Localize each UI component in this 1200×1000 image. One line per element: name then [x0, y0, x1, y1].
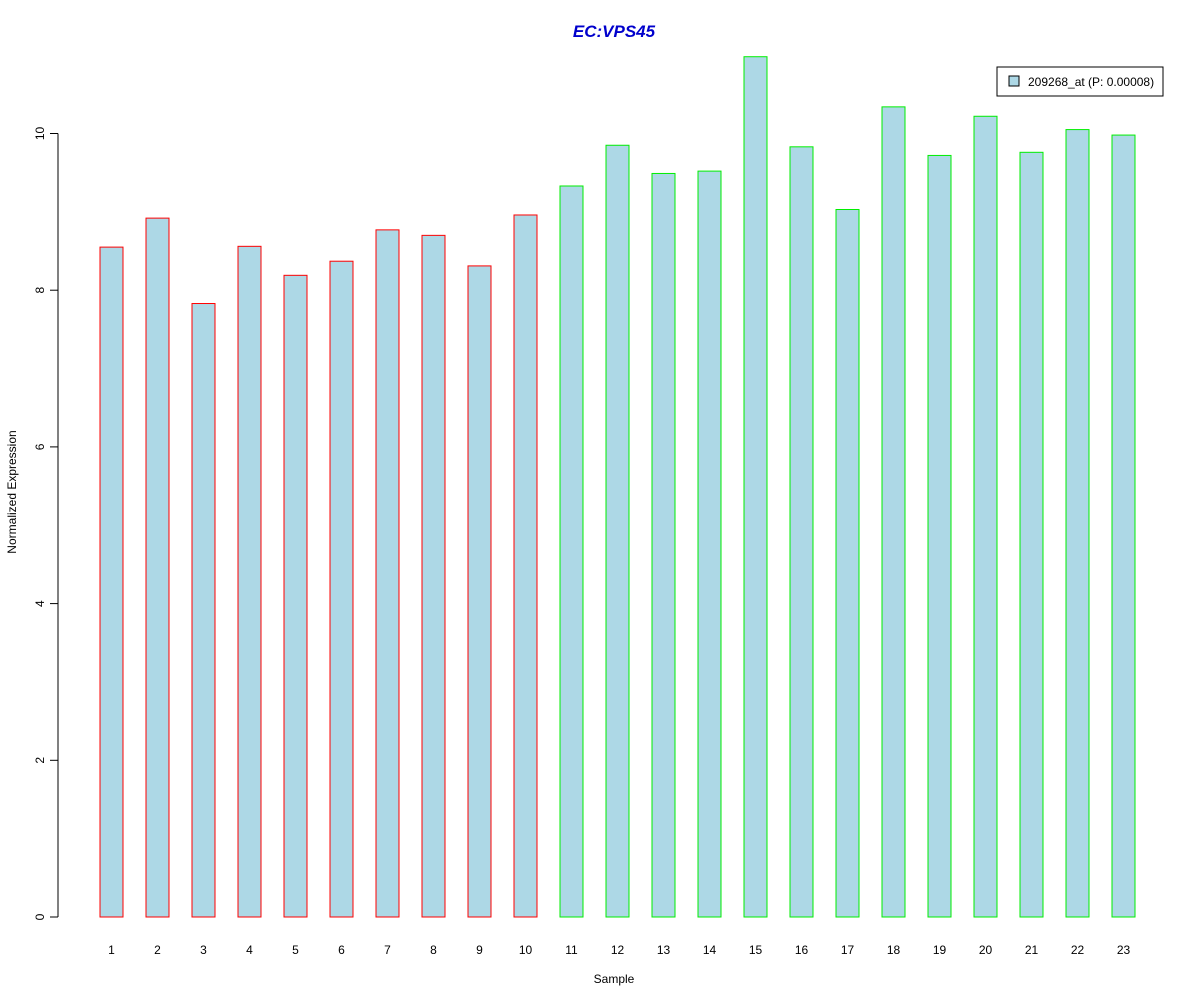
x-tick-label: 1 [108, 943, 115, 957]
bar [789, 146, 814, 918]
x-tick-label: 16 [795, 943, 809, 957]
bar [605, 144, 630, 918]
bar [99, 246, 124, 918]
legend: 209268_at (P: 0.00008) [996, 66, 1164, 97]
y-tick-label: 6 [33, 443, 47, 450]
x-tick-label: 11 [565, 943, 578, 957]
x-tick-label: 3 [200, 943, 207, 957]
y-tick-label: 2 [33, 757, 47, 764]
x-tick-label: 17 [841, 943, 855, 957]
bar [743, 56, 768, 918]
x-tick-label: 8 [430, 943, 437, 957]
bar [881, 106, 906, 918]
bar [559, 185, 584, 918]
x-tick-label: 5 [292, 943, 299, 957]
bar [191, 303, 216, 918]
bar [421, 234, 446, 918]
x-tick-label: 7 [384, 943, 391, 957]
legend-swatch [1008, 75, 1020, 87]
bar [237, 245, 262, 918]
bar [1019, 151, 1044, 918]
bar [329, 260, 354, 918]
x-tick-label: 20 [979, 943, 993, 957]
bar [1065, 129, 1090, 918]
y-tick-label: 0 [33, 913, 47, 920]
x-tick-label: 14 [703, 943, 717, 957]
x-tick-label: 23 [1117, 943, 1131, 957]
bar [697, 170, 722, 918]
x-tick-label: 19 [933, 943, 947, 957]
bars [99, 56, 1136, 918]
bar [1111, 134, 1136, 918]
bar [283, 274, 308, 918]
y-tick-label: 8 [33, 287, 47, 294]
y-axis-title: Normalized Expression [5, 430, 19, 553]
x-tick-label: 2 [154, 943, 161, 957]
bar [835, 208, 860, 918]
y-axis: 0 2 4 6 8 10 [33, 127, 59, 920]
y-tick-label: 4 [33, 600, 47, 607]
x-tick-label: 21 [1025, 943, 1039, 957]
bar [651, 172, 676, 918]
x-tick-label: 6 [338, 943, 345, 957]
bar [145, 217, 170, 918]
bar [375, 229, 400, 918]
legend-box [996, 66, 1164, 97]
x-tick-label: 9 [476, 943, 483, 957]
bar [467, 265, 492, 918]
x-tick-label: 4 [246, 943, 253, 957]
x-tick-label: 12 [611, 943, 625, 957]
x-axis-title: Sample [594, 972, 635, 986]
bar [513, 214, 538, 918]
chart-title: EC:VPS45 [573, 22, 656, 41]
legend-label: 209268_at (P: 0.00008) [1028, 75, 1154, 89]
bar [973, 115, 998, 918]
x-tick-label: 10 [519, 943, 533, 957]
x-tick-labels: 1 2 3 4 5 6 7 8 9 10 11 12 13 14 15 16 17 18 19 20 21 22 23 [108, 943, 1130, 957]
x-tick-label: 18 [887, 943, 901, 957]
x-tick-label: 13 [657, 943, 671, 957]
x-tick-label: 22 [1071, 943, 1085, 957]
y-tick-label: 10 [33, 127, 47, 141]
bar [927, 154, 952, 918]
x-tick-label: 15 [749, 943, 763, 957]
